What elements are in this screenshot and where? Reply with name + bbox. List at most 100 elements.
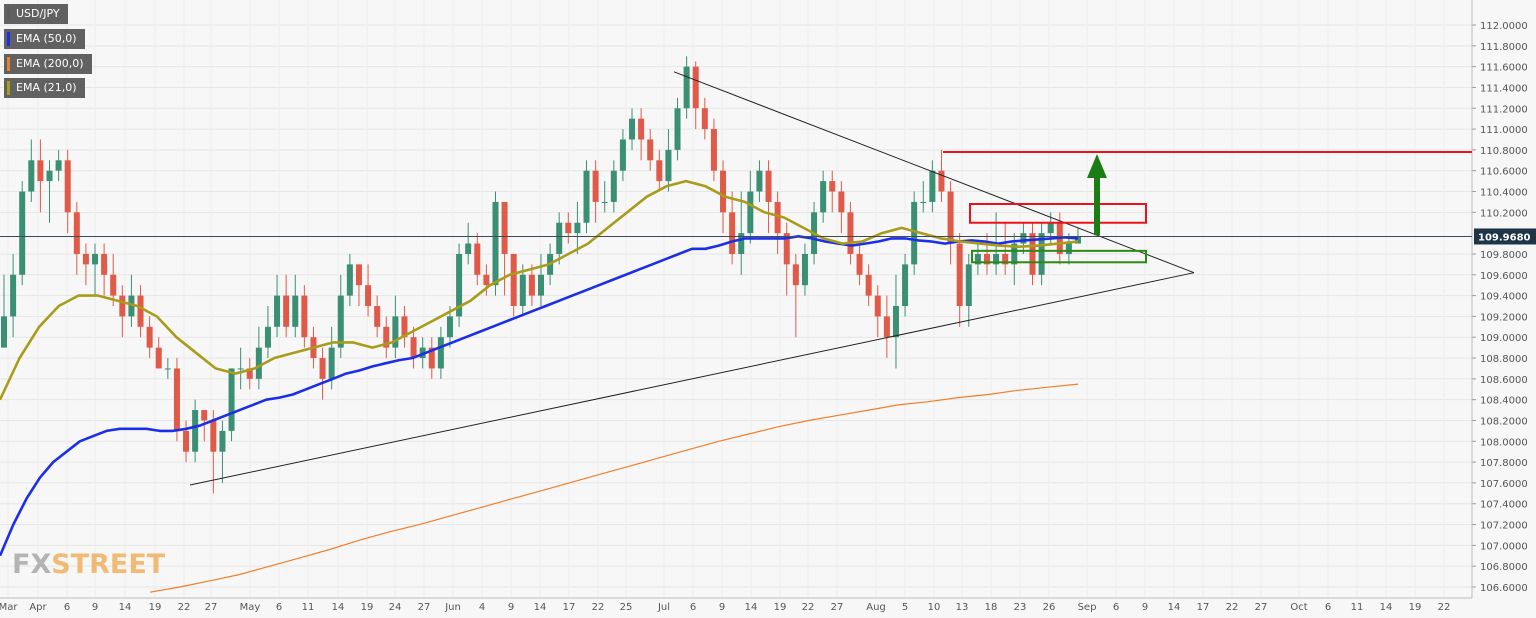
candle-body: [73, 212, 80, 254]
candle-body: [911, 201, 918, 265]
fxstreet-logo: FXSTREET: [12, 549, 165, 580]
x-tick-label: 26: [1043, 602, 1056, 613]
x-tick-label: 22: [592, 602, 605, 613]
y-tick-label: 108.8000: [1480, 354, 1528, 365]
candle-body: [437, 337, 444, 369]
candle-body: [610, 170, 617, 202]
legend-symbol[interactable]: USD/JPY: [4, 4, 68, 24]
candle-body: [237, 368, 244, 370]
x-tick-label: 14: [119, 602, 132, 613]
triangle-pattern: [189, 71, 1195, 486]
x-tick-label: 19: [1409, 602, 1422, 613]
candle-body: [747, 191, 754, 234]
x-tick-label: 27: [1255, 602, 1268, 613]
legend-ema200[interactable]: EMA (200,0): [4, 54, 92, 74]
candle-body: [993, 253, 1000, 265]
candle-body: [19, 191, 26, 275]
candle-body: [720, 170, 727, 213]
candle-body: [1002, 253, 1009, 265]
candle-body: [173, 368, 180, 431]
candle-body: [774, 201, 781, 234]
x-tick-label: 22: [1438, 602, 1451, 613]
candle-body: [847, 212, 854, 254]
lower-trendline: [189, 272, 1195, 486]
x-tick-label: 22: [178, 602, 191, 613]
candle-body: [37, 160, 44, 182]
candle-body: [974, 253, 981, 265]
x-tick-label: 4: [479, 602, 485, 613]
y-tick-label: 111.6000: [1480, 63, 1528, 74]
x-tick-label: 10: [928, 602, 941, 613]
x-tick-label: 14: [1380, 602, 1393, 613]
y-tick-label: 108.6000: [1480, 375, 1528, 386]
x-tick-label: 14: [332, 602, 345, 613]
y-tick-label: 109.0000: [1480, 333, 1528, 344]
candle-body: [410, 337, 417, 359]
y-tick-label: 111.2000: [1480, 104, 1528, 115]
candle-body: [82, 253, 89, 265]
support-zone-box: [971, 249, 1147, 264]
x-tick-label: May: [240, 602, 261, 613]
candle-body: [510, 253, 517, 306]
legend-ema21[interactable]: EMA (21,0): [4, 78, 85, 98]
candle-body: [474, 243, 481, 275]
candle-body: [820, 181, 827, 213]
x-tick-label: 27: [831, 602, 844, 613]
y-tick-label: 110.8000: [1480, 146, 1528, 157]
y-tick-label: 112.0000: [1480, 21, 1528, 32]
price-badge-label: 109.9680: [1478, 232, 1531, 243]
candle-body: [965, 264, 972, 306]
candle-body: [1075, 236, 1081, 244]
candle-body: [556, 222, 563, 254]
x-tick-label: 22: [1226, 602, 1239, 613]
candle-body: [647, 139, 654, 161]
x-tick-label: 6: [1325, 602, 1331, 613]
candle-body: [674, 108, 681, 150]
candle-body: [355, 264, 362, 286]
candle-body: [119, 295, 126, 317]
candle-body: [1029, 233, 1036, 275]
candle-body: [920, 201, 927, 203]
candle-body: [110, 274, 117, 296]
candle-body: [601, 201, 608, 203]
candle-body: [756, 170, 763, 192]
candle-body: [1011, 243, 1018, 265]
legend-ema50[interactable]: EMA (50,0): [4, 29, 85, 49]
candle-body: [701, 108, 708, 130]
candle-body: [656, 160, 663, 182]
candle-body: [619, 139, 626, 171]
candle-body: [219, 430, 226, 452]
y-tick-label: 107.4000: [1480, 500, 1528, 511]
candle-body: [192, 410, 199, 452]
candle-body: [1, 316, 7, 348]
candle-body: [465, 243, 472, 254]
candle-body: [528, 274, 535, 296]
y-tick-label: 108.0000: [1480, 437, 1528, 448]
candle-body: [246, 368, 253, 379]
x-tick-label: 17: [563, 602, 576, 613]
candle-body: [92, 253, 99, 265]
candle-body: [401, 316, 408, 338]
candle-body: [538, 274, 544, 296]
x-tick-label: 13: [956, 602, 969, 613]
candle-body: [46, 170, 53, 182]
candle-body: [629, 118, 636, 140]
x-tick-label: 19: [361, 602, 374, 613]
candle-body: [692, 66, 699, 109]
x-tick-label: 6: [64, 602, 70, 613]
candle-body: [583, 170, 590, 223]
candle-body: [255, 347, 262, 379]
legend-ema200-label: EMA (200,0): [16, 57, 84, 70]
y-tick-label: 106.6000: [1480, 583, 1528, 594]
candle-body: [274, 295, 281, 327]
candle-body: [1047, 222, 1054, 234]
y-tick-label: 109.6000: [1480, 271, 1528, 282]
candle-body: [792, 264, 799, 286]
candle-body: [264, 326, 271, 348]
candle-body: [838, 191, 845, 213]
x-tick-label: 14: [534, 602, 547, 613]
x-tick-label: Aug: [866, 602, 886, 613]
y-tick-label: 110.2000: [1480, 208, 1528, 219]
